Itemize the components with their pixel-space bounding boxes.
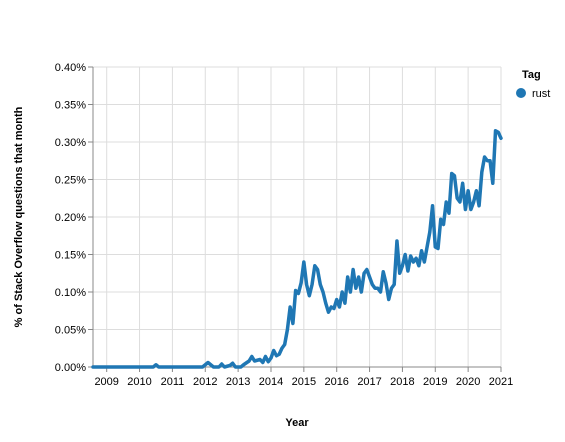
y-tick-label: 0.30% (55, 137, 86, 149)
legend: Tag rust (516, 69, 550, 100)
legend-swatch-rust (516, 88, 526, 98)
y-tick-label: 0.00% (55, 362, 86, 374)
x-tick-label: 2017 (357, 376, 381, 388)
x-tick-label: 2019 (423, 376, 447, 388)
x-tick-label: 2016 (324, 376, 348, 388)
x-tick-label: 2011 (161, 376, 185, 388)
x-tick-label: 2018 (390, 376, 414, 388)
x-tick-label: 2015 (292, 376, 316, 388)
x-tick-label: 2020 (456, 376, 480, 388)
y-tick-label: 0.10% (55, 287, 86, 299)
x-tick-label: 2009 (94, 376, 118, 388)
x-tick-label: 2014 (259, 376, 283, 388)
y-tick-label: 0.05% (55, 325, 86, 337)
y-axis-title: % of Stack Overflow questions that month (13, 106, 25, 327)
gridlines (93, 66, 502, 368)
legend-label-rust: rust (532, 88, 550, 100)
x-tick-label: 2013 (226, 376, 250, 388)
x-tick-label: 2010 (127, 376, 151, 388)
x-tick-label: 2012 (193, 376, 217, 388)
x-axis-title: Year (285, 417, 309, 429)
legend-title: Tag (522, 69, 541, 81)
y-tick-label: 0.25% (55, 175, 86, 187)
x-tick-label: 2021 (489, 376, 513, 388)
y-tick-label: 0.15% (55, 250, 86, 262)
y-tick-label: 0.20% (55, 212, 86, 224)
y-tick-label: 0.40% (55, 62, 86, 74)
series-layer (91, 129, 503, 369)
series-line-rust (91, 129, 503, 369)
y-tick-label: 0.35% (55, 100, 86, 112)
